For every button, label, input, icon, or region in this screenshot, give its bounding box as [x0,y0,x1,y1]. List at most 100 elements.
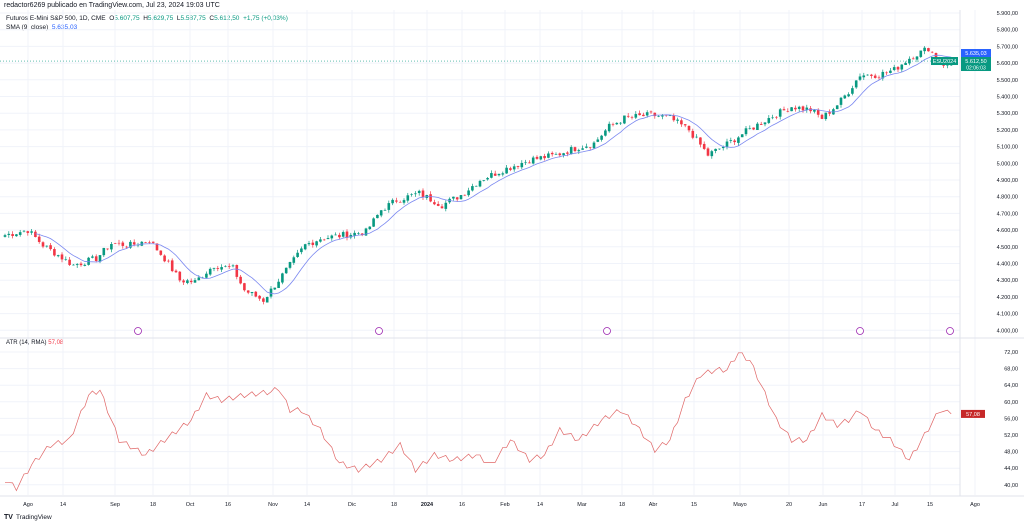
last-price-tag-text: 5.612,50 [965,59,986,65]
candle [691,128,695,140]
candle-body [714,148,717,152]
candle-body [737,137,740,143]
candle-body [550,152,554,155]
candle [159,250,163,256]
candle [607,121,611,133]
candle [300,246,303,255]
open-value: 5.607,75 [114,15,140,22]
candle-body [482,180,486,181]
candle-body [129,241,132,248]
candle [543,153,546,161]
candle-body [254,291,258,297]
price-tick-label: 4.900,00 [997,178,1018,184]
atr-tick-label: 44,00 [1004,466,1018,472]
candle-body [414,193,417,195]
candle-body [15,234,18,237]
candle-body [490,173,493,178]
time-tick-label: Dic [348,502,356,508]
candle-body [581,148,584,150]
candle [512,164,516,172]
candle-body [26,231,30,233]
candle [680,118,683,127]
candle-body [657,116,660,117]
atr-legend[interactable]: ATR (14, RMA) 57,08 [6,340,63,346]
candle-body [3,235,7,237]
sma-legend-row[interactable]: SMA (9, close) 5.635,03 [6,23,288,32]
atr-line [4,352,952,492]
symbol-ohlc-row[interactable]: Futuros E-Mini S&P 500, 1D, CME O5.607,7… [6,14,288,23]
candle [387,200,391,213]
atr-value-tag [961,409,985,418]
candle [801,105,805,113]
candle-body [227,266,231,267]
candle-body [946,64,949,66]
event-icon [134,327,142,335]
candle-body [866,74,869,76]
candle [83,263,87,267]
candle-body [49,245,52,250]
candle-body [790,107,793,112]
candle [326,235,330,240]
candle-body [497,173,501,176]
candle-body [117,242,121,244]
candle [49,242,52,251]
candle [600,134,603,142]
candle [927,47,930,52]
candle [725,138,729,150]
candle [174,269,178,273]
candle [243,282,246,292]
candle-body [847,94,850,97]
candle-body [474,185,478,187]
candle-body [30,231,33,233]
candle-body [75,264,79,266]
candle [896,65,900,72]
candle [528,160,531,164]
candle [307,240,311,246]
candle [581,145,584,150]
candle [695,134,698,139]
candle [79,261,83,267]
countdown-text: 02:06:03 [966,66,986,72]
candle-body [721,146,725,149]
candle-body [835,105,839,110]
event-icon [375,327,383,335]
candle-body [349,234,353,238]
candle [345,229,349,241]
candle [94,254,98,263]
candle-body [398,202,402,203]
candle [904,61,907,66]
candle-body [889,70,892,73]
candle [771,114,774,120]
candle-body [588,147,592,148]
candle [683,124,687,128]
candle-body [873,75,877,78]
candle-body [786,111,790,112]
candle-body [113,243,117,244]
candle [877,75,881,80]
candle-body [763,122,767,125]
candle-body [615,122,619,125]
candle-body [733,140,736,143]
candle-body [699,137,702,145]
chart-canvas[interactable]: 5.900,00 5.800,00 5.700,00 5.600,00 5.500,00… [0,0,1024,512]
candle-body [463,194,467,196]
candle [208,267,212,276]
candle [809,106,812,114]
candle [839,97,843,108]
candle [740,134,744,138]
candle-body [357,233,360,234]
candle-body [376,214,379,219]
candle-body [512,166,516,170]
candle-body [159,250,163,255]
candle-body [296,252,299,257]
candle [262,297,265,305]
candle [319,237,322,243]
candle-body [220,267,223,270]
symbol-tag: ESU2024 [931,57,958,66]
time-tick-label: 18 [619,502,625,508]
candle-body [353,232,356,236]
candle [144,241,147,244]
candle [292,255,296,265]
candle [478,179,482,188]
sma-price-tag-text: 5.635,03 [965,51,986,57]
